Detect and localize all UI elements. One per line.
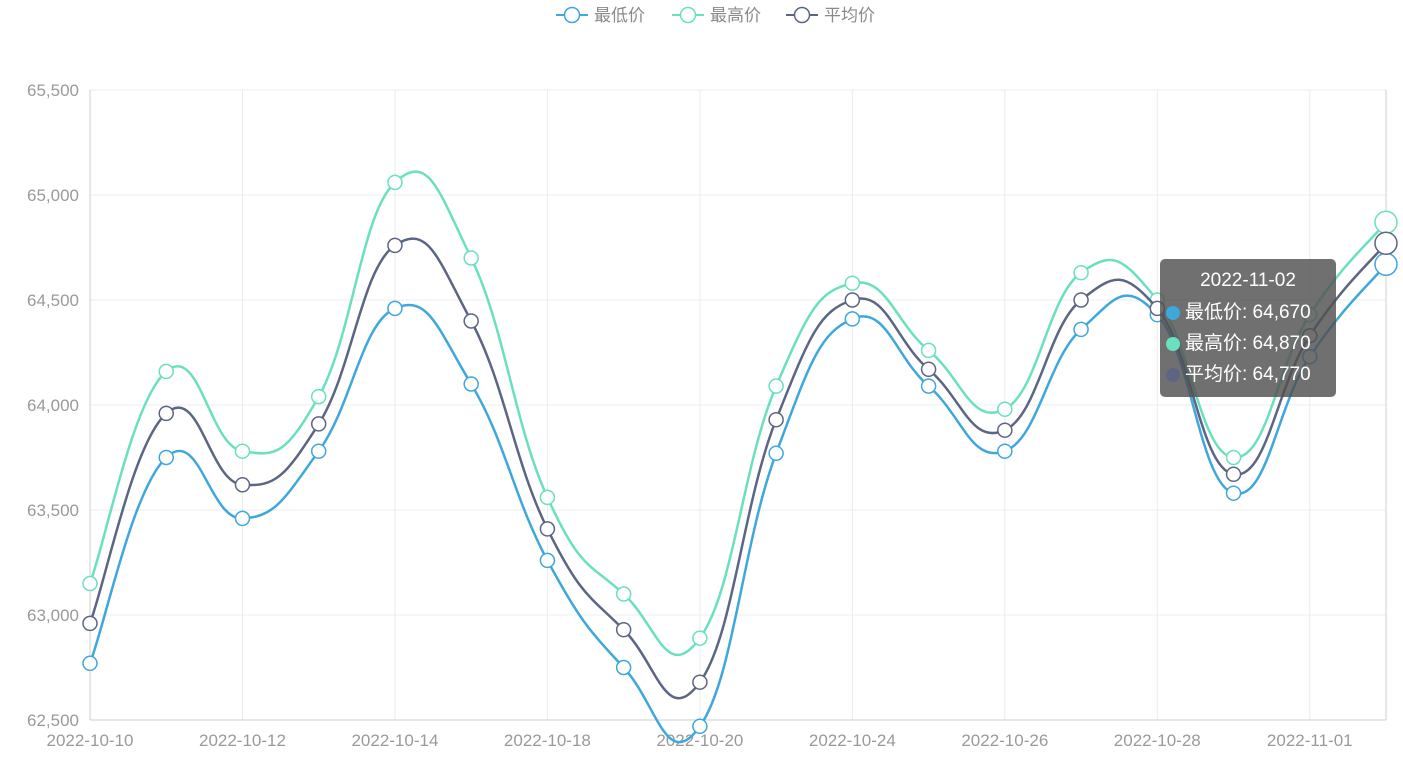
tooltip-row-label: 平均价: 64,770	[1185, 364, 1311, 385]
legend-circle-icon	[563, 6, 581, 24]
data-point[interactable]	[844, 275, 861, 291]
y-tick-label: 63,500	[27, 501, 79, 520]
data-point[interactable]	[1225, 485, 1242, 501]
data-point[interactable]	[310, 416, 327, 432]
data-point[interactable]	[1073, 321, 1089, 338]
data-point[interactable]	[920, 378, 937, 394]
data-point[interactable]	[310, 443, 327, 459]
tooltip-row-min: 最低价: 64,670	[1166, 297, 1330, 328]
data-point[interactable]	[692, 718, 708, 735]
data-point[interactable]	[768, 411, 784, 428]
x-tick-label: 2022-10-14	[351, 731, 438, 750]
x-tick-label: 2022-10-18	[504, 731, 591, 750]
data-point[interactable]	[1073, 292, 1089, 308]
data-point[interactable]	[82, 575, 98, 592]
data-point[interactable]	[615, 586, 632, 602]
data-point[interactable]	[387, 300, 403, 317]
data-point[interactable]	[844, 292, 861, 308]
data-point[interactable]	[539, 489, 556, 506]
tooltip-dot-icon	[1166, 305, 1180, 320]
y-tick-label: 62,500	[27, 711, 79, 730]
data-point[interactable]	[234, 443, 251, 459]
data-point[interactable]	[997, 443, 1013, 459]
data-point[interactable]	[158, 449, 174, 466]
data-point[interactable]	[539, 521, 556, 537]
data-point[interactable]	[82, 655, 98, 672]
data-point[interactable]	[387, 237, 403, 254]
series-max	[82, 170, 1398, 656]
legend-item-max[interactable]: 最高价	[672, 6, 761, 25]
data-point[interactable]	[310, 388, 327, 405]
data-point[interactable]	[1374, 252, 1398, 277]
y-tick-label: 64,500	[27, 291, 79, 310]
legend-circle-icon	[679, 6, 697, 24]
y-tick-label: 63,000	[27, 606, 79, 625]
tooltip-row-avg: 平均价: 64,770	[1166, 359, 1330, 390]
data-point[interactable]	[997, 422, 1013, 438]
data-point[interactable]	[387, 174, 403, 191]
tooltip-row-label: 最高价: 64,870	[1185, 333, 1311, 354]
data-point[interactable]	[1225, 449, 1242, 466]
tooltip-row-max: 最高价: 64,870	[1166, 328, 1330, 359]
data-point[interactable]	[82, 615, 98, 632]
legend-label: 最高价	[710, 6, 761, 25]
data-point[interactable]	[692, 674, 708, 690]
data-point[interactable]	[1073, 264, 1089, 281]
tooltip-title: 2022-11-02	[1200, 270, 1296, 291]
x-tick-label: 2022-10-12	[199, 731, 286, 750]
x-tick-label: 2022-10-24	[809, 731, 896, 750]
legend-item-avg[interactable]: 平均价	[786, 6, 875, 25]
x-tick-label: 2022-11-01	[1267, 731, 1353, 750]
data-point[interactable]	[844, 311, 861, 327]
legend-item-min[interactable]: 最低价	[556, 6, 645, 25]
x-tick-label: 2022-10-28	[1114, 731, 1201, 750]
x-tick-label: 2022-10-10	[47, 731, 134, 750]
data-point[interactable]	[768, 445, 784, 462]
x-tick-label: 2022-10-26	[961, 731, 1048, 750]
data-point[interactable]	[463, 313, 479, 329]
data-point[interactable]	[615, 659, 632, 676]
y-tick-label: 65,000	[27, 186, 79, 205]
data-point[interactable]	[692, 630, 708, 646]
data-point[interactable]	[997, 401, 1013, 417]
data-point[interactable]	[539, 552, 556, 569]
data-point[interactable]	[920, 342, 937, 359]
legend[interactable]: 最低价 最高价 平均价	[556, 6, 875, 25]
y-tick-label: 64,000	[27, 396, 79, 415]
tooltip-dot-icon	[1166, 336, 1180, 351]
data-point[interactable]	[615, 621, 632, 638]
data-point[interactable]	[920, 361, 937, 378]
legend-circle-icon	[793, 6, 811, 24]
data-point[interactable]	[1225, 466, 1242, 483]
data-point[interactable]	[463, 250, 479, 266]
data-point[interactable]	[768, 378, 784, 394]
grid	[90, 89, 1386, 721]
legend-label: 最低价	[594, 6, 645, 25]
series-lines	[82, 170, 1398, 744]
data-point[interactable]	[463, 376, 479, 392]
series-line-max	[88, 170, 1387, 656]
data-point[interactable]	[234, 510, 251, 527]
data-point[interactable]	[158, 405, 174, 422]
data-point[interactable]	[158, 363, 174, 380]
data-point[interactable]	[1374, 210, 1398, 235]
y-tick-label: 65,500	[27, 81, 79, 100]
legend-label: 平均价	[824, 6, 875, 25]
tooltip: 2022-11-02 最低价: 64,670 最高价: 64,870 平均价: …	[1160, 259, 1336, 397]
x-tick-label: 2022-10-20	[656, 731, 743, 750]
tooltip-row-label: 最低价: 64,670	[1185, 302, 1311, 323]
tooltip-dot-icon	[1166, 367, 1180, 382]
data-point[interactable]	[1374, 231, 1398, 256]
data-point[interactable]	[234, 477, 251, 493]
axes: 62,500 63,000 63,500 64,000 64,500 65,000 65,5…	[27, 81, 1387, 750]
